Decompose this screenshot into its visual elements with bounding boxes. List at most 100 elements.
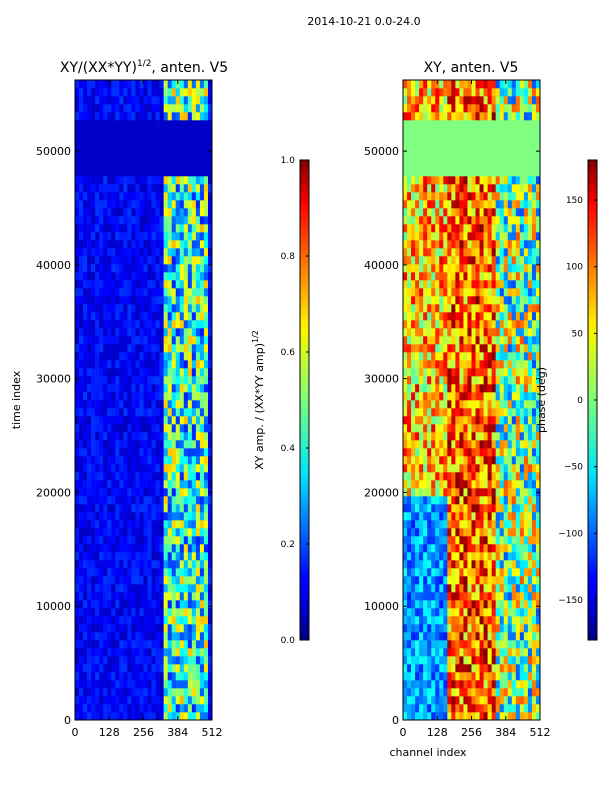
heatmap-cell	[431, 336, 435, 344]
heatmap-cell	[484, 624, 488, 632]
heatmap-cell	[111, 632, 115, 640]
heatmap-cell	[451, 352, 455, 360]
heatmap-cell	[443, 376, 447, 384]
heatmap-cell	[423, 272, 427, 280]
heatmap-cell	[204, 272, 208, 280]
heatmap-cell	[148, 504, 152, 512]
heatmap-cell	[107, 352, 111, 360]
heatmap-cell	[115, 440, 119, 448]
heatmap-cell	[463, 600, 467, 608]
heatmap-cell	[472, 608, 476, 616]
heatmap-cell	[131, 360, 135, 368]
heatmap-cell	[115, 696, 119, 704]
heatmap-cell	[184, 496, 188, 504]
heatmap-cell	[516, 448, 520, 456]
heatmap-cell	[152, 568, 156, 576]
heatmap-cell	[79, 704, 83, 712]
heatmap-cell	[131, 408, 135, 416]
heatmap-cell	[192, 384, 196, 392]
heatmap-cell	[79, 128, 83, 136]
heatmap-cell	[435, 464, 439, 472]
heatmap-cell	[188, 568, 192, 576]
heatmap-cell	[87, 312, 91, 320]
heatmap-cell	[467, 416, 471, 424]
heatmap-cell	[484, 400, 488, 408]
heatmap-cell	[119, 408, 123, 416]
heatmap-cell	[500, 464, 504, 472]
heatmap-cell	[508, 472, 512, 480]
heatmap-cell	[480, 496, 484, 504]
heatmap-cell	[447, 672, 451, 680]
heatmap-cell	[407, 328, 411, 336]
heatmap-cell	[176, 368, 180, 376]
heatmap-cell	[500, 312, 504, 320]
heatmap-cell	[135, 408, 139, 416]
heatmap-cell	[504, 600, 508, 608]
heatmap-cell	[184, 456, 188, 464]
heatmap-cell	[467, 600, 471, 608]
heatmap-cell	[435, 680, 439, 688]
heatmap-cell	[135, 576, 139, 584]
heatmap-cell	[160, 616, 164, 624]
heatmap-cell	[500, 552, 504, 560]
heatmap-cell	[99, 248, 103, 256]
heatmap-cell	[107, 376, 111, 384]
heatmap-cell	[156, 152, 160, 160]
heatmap-cell	[484, 280, 488, 288]
heatmap-cell	[500, 304, 504, 312]
heatmap-cell	[184, 248, 188, 256]
heatmap-cell	[476, 320, 480, 328]
heatmap-cell	[500, 368, 504, 376]
heatmap-cell	[180, 448, 184, 456]
heatmap-cell	[192, 480, 196, 488]
heatmap-cell	[411, 680, 415, 688]
heatmap-cell	[123, 400, 127, 408]
heatmap-cell	[196, 496, 200, 504]
heatmap-cell	[135, 192, 139, 200]
heatmap-cell	[419, 664, 423, 672]
heatmap-cell	[144, 608, 148, 616]
heatmap-cell	[184, 488, 188, 496]
heatmap-cell	[455, 256, 459, 264]
heatmap-cell	[423, 624, 427, 632]
heatmap-cell	[459, 296, 463, 304]
heatmap-cell	[152, 600, 156, 608]
heatmap-cell	[75, 176, 79, 184]
heatmap-cell	[127, 336, 131, 344]
heatmap-cell	[476, 512, 480, 520]
heatmap-cell	[467, 704, 471, 712]
heatmap-cell	[423, 536, 427, 544]
heatmap-cell	[75, 656, 79, 664]
heatmap-cell	[455, 464, 459, 472]
heatmap-cell	[164, 552, 168, 560]
heatmap-cell	[172, 144, 176, 152]
heatmap-cell	[144, 200, 148, 208]
heatmap-cell	[119, 96, 123, 104]
heatmap-cell	[447, 488, 451, 496]
heatmap-cell	[184, 376, 188, 384]
heatmap-cell	[463, 544, 467, 552]
heatmap-cell	[152, 344, 156, 352]
heatmap-cell	[135, 376, 139, 384]
heatmap-cell	[407, 400, 411, 408]
heatmap-cell	[139, 392, 143, 400]
heatmap-cell	[443, 200, 447, 208]
heatmap-cell	[496, 592, 500, 600]
heatmap-cell	[119, 272, 123, 280]
heatmap-cell	[95, 224, 99, 232]
heatmap-cell	[168, 608, 172, 616]
heatmap-cell	[75, 472, 79, 480]
heatmap-cell	[484, 320, 488, 328]
heatmap-cell	[508, 400, 512, 408]
heatmap-cell	[196, 200, 200, 208]
heatmap-cell	[139, 288, 143, 296]
heatmap-cell	[467, 480, 471, 488]
heatmap-cell	[447, 712, 451, 720]
heatmap-cell	[95, 688, 99, 696]
heatmap-cell	[423, 472, 427, 480]
heatmap-cell	[135, 112, 139, 120]
heatmap-cell	[516, 304, 520, 312]
heatmap-cell	[415, 496, 419, 504]
heatmap-cell	[119, 184, 123, 192]
heatmap-cell	[423, 704, 427, 712]
